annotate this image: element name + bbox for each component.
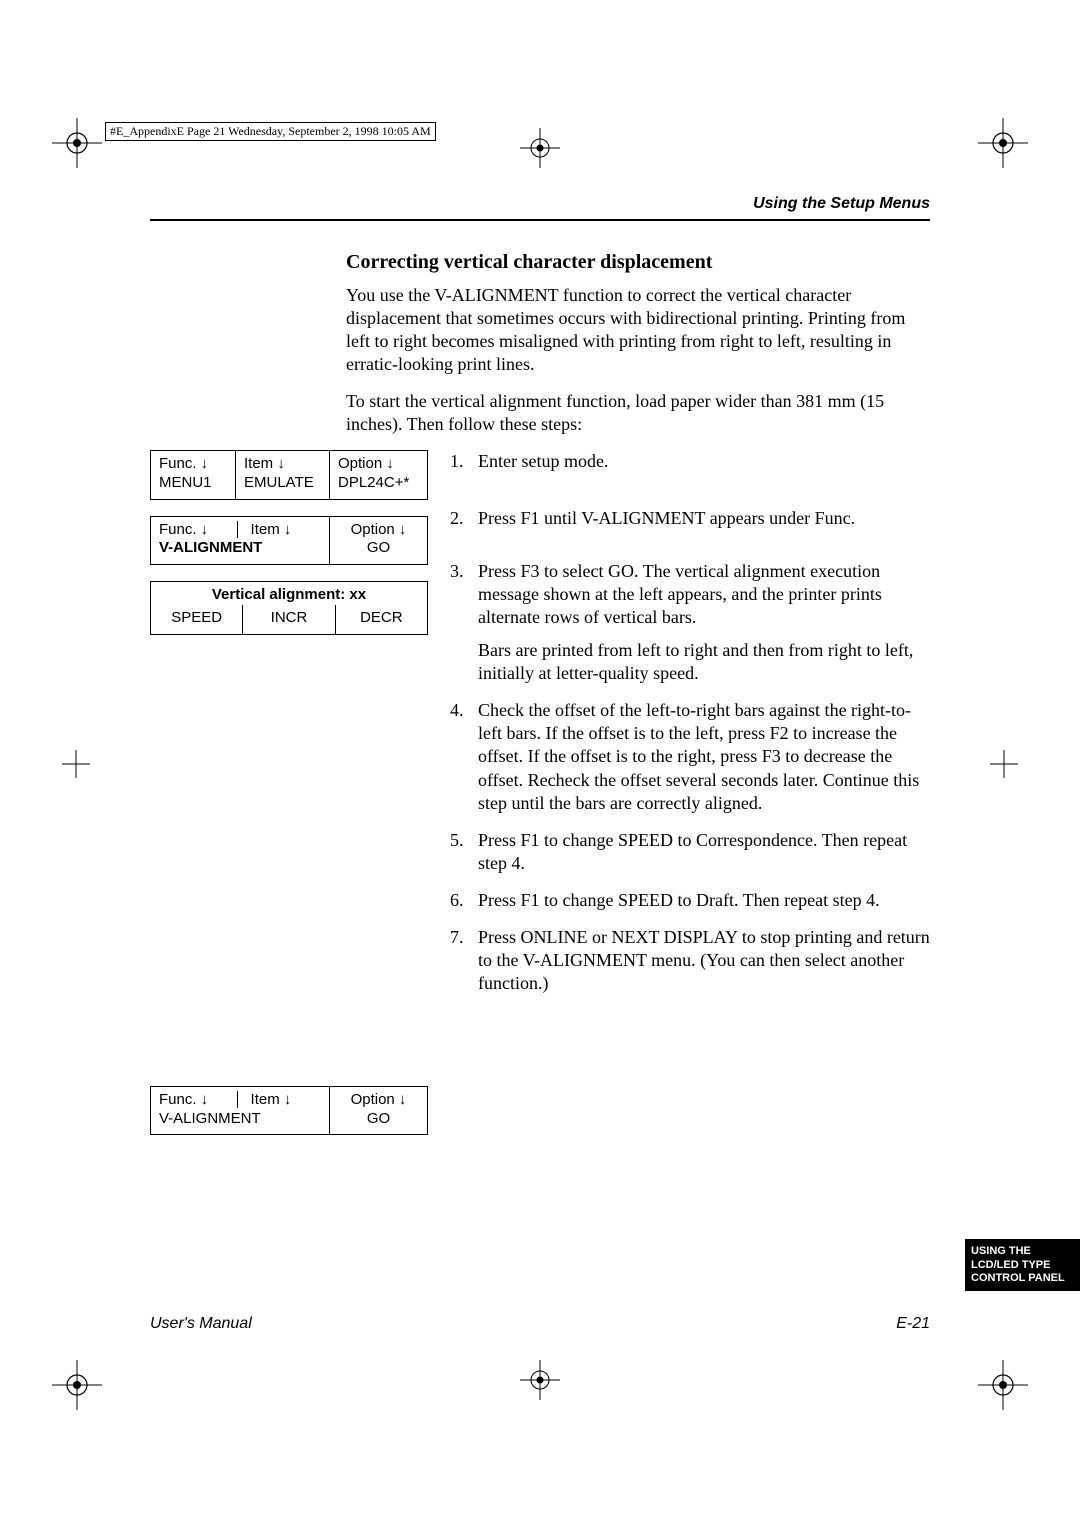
lcd-value: GO [367,1110,390,1127]
lcd-value: DECR [335,605,427,634]
lcd-display-box: Vertical alignment: xx SPEED INCR DECR [150,581,428,635]
intro-paragraph: You use the V-ALIGNMENT function to corr… [346,284,930,376]
crop-mark-icon [52,1360,102,1410]
step-item: Press F1 until V-ALIGNMENT appears under… [450,507,930,530]
crop-mark-icon [978,1360,1028,1410]
crop-mark-icon [520,1360,560,1400]
footer-left: User's Manual [150,1315,252,1333]
lcd-display-box: Func. Item V-ALIGNMENT Option GO [150,516,428,566]
lcd-label: Option [351,1091,407,1108]
step-item: Check the offset of the left-to-right ba… [450,699,930,814]
lcd-display-box: Func. Item V-ALIGNMENT Option GO [150,1086,428,1136]
lcd-label: Item [251,1091,292,1108]
step-item: Press ONLINE or NEXT DISPLAY to stop pri… [450,926,930,995]
lcd-value: EMULATE [244,474,314,491]
lcd-label: Item [251,521,292,538]
step-subtext: Bars are printed from left to right and … [478,639,930,685]
step-item: Press F1 to change SPEED to Draft. Then … [450,889,930,912]
lcd-label: Option [338,455,394,472]
step-item: Press F1 to change SPEED to Corresponden… [450,829,930,875]
lcd-display-box: Func. MENU1 Item EMULATE Option DPL24C+* [150,450,428,500]
running-head: Using the Setup Menus [150,195,930,221]
page-footer: User's Manual E-21 [150,1315,930,1333]
lcd-value: DPL24C+* [338,474,409,491]
crop-mark-icon [62,750,90,778]
crop-mark-icon [990,750,1018,778]
lcd-banner: Vertical alignment: xx [151,582,427,605]
lcd-value: SPEED [151,605,242,634]
lcd-label: Func. [159,1091,208,1108]
thumb-tab: USING THE LCD/LED TYPE CONTROL PANEL [965,1239,1080,1291]
crop-mark-icon [520,128,560,168]
lcd-label: Func. [159,455,208,472]
step-item: Enter setup mode. [450,450,930,473]
intro-paragraph: To start the vertical alignment function… [346,390,930,436]
lcd-label: Item [244,455,285,472]
lcd-value: V-ALIGNMENT [159,1110,261,1127]
lcd-value: MENU1 [159,474,212,491]
steps-list: Enter setup mode. Press F1 until V-ALIGN… [450,450,930,995]
lcd-value: V-ALIGNMENT [159,539,262,556]
crop-mark-icon [52,118,102,168]
lcd-label: Func. [159,521,208,538]
section-heading: Correcting vertical character displaceme… [346,251,930,274]
lcd-value: INCR [242,605,334,634]
step-item: Press F3 to select GO. The vertical alig… [450,560,930,685]
page-content: Using the Setup Menus Correcting vertica… [150,195,930,1333]
lcd-value: GO [367,539,390,556]
footer-right: E-21 [896,1315,930,1333]
lcd-label: Option [351,521,407,538]
crop-mark-icon [978,118,1028,168]
file-tag: #E_AppendixE Page 21 Wednesday, Septembe… [105,122,436,141]
